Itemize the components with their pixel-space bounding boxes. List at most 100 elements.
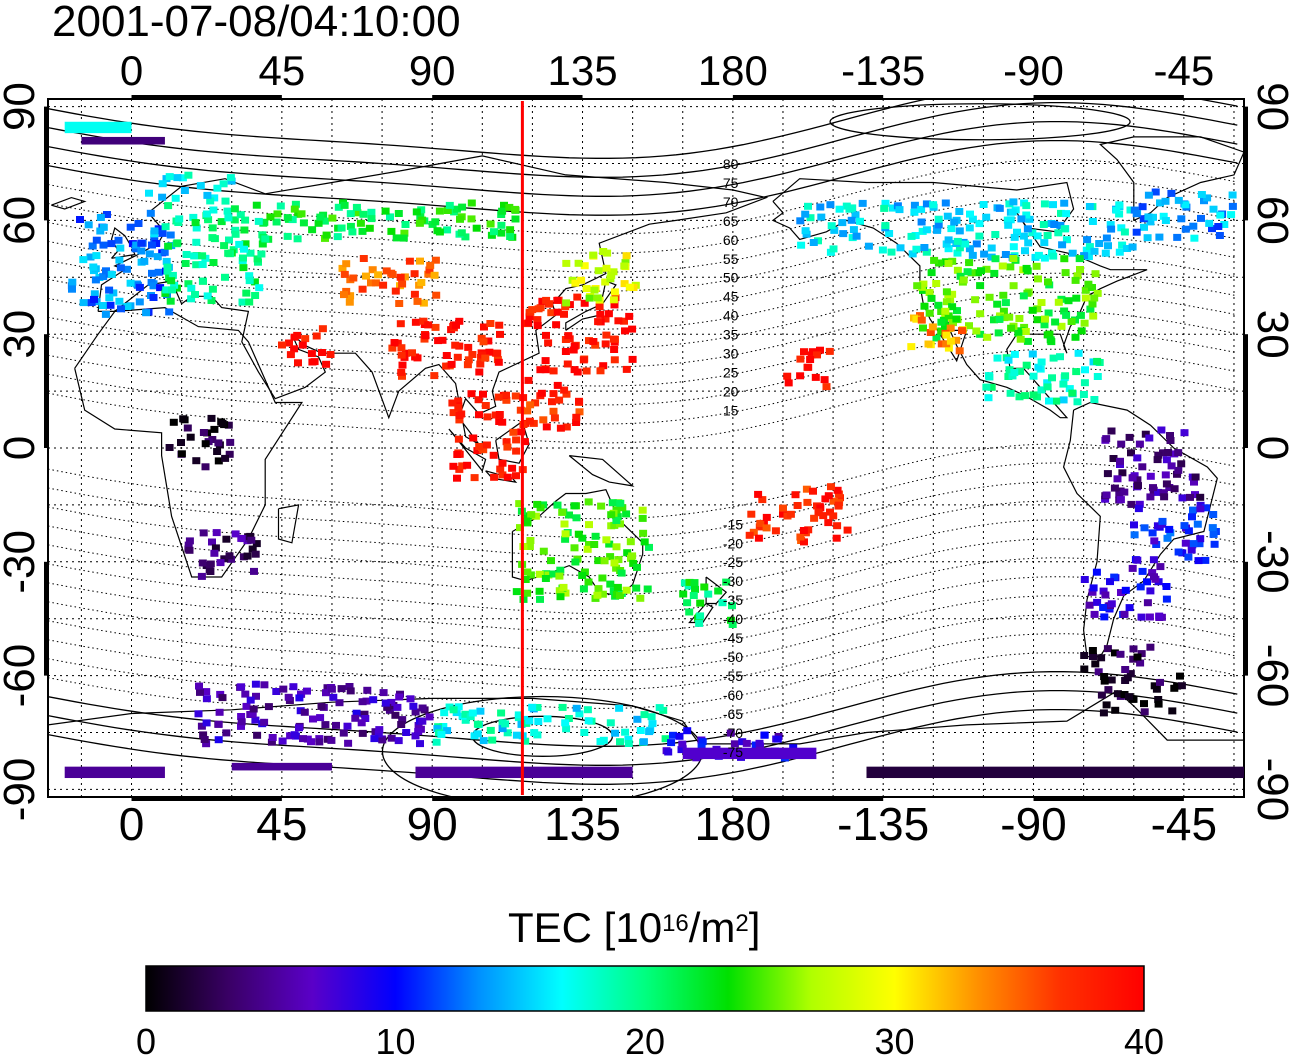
north-pole-contour <box>829 103 1131 141</box>
tec-point <box>201 440 210 448</box>
tec-point <box>225 236 233 244</box>
tec-point <box>202 719 211 727</box>
tec-point <box>843 526 852 534</box>
tec-point <box>965 259 974 267</box>
tec-point <box>1120 488 1129 496</box>
tec-point <box>1062 236 1071 244</box>
tec-point <box>549 407 558 415</box>
tec-point <box>390 339 399 346</box>
tec-band <box>415 766 633 779</box>
tec-point <box>476 707 485 715</box>
tec-point <box>387 227 396 235</box>
tec-point <box>190 252 199 260</box>
tec-point <box>294 359 302 367</box>
tec-point <box>525 417 534 425</box>
tec-point <box>454 703 463 711</box>
tec-point <box>1088 218 1097 225</box>
tec-point <box>814 237 822 245</box>
tec-point <box>486 726 495 734</box>
tec-point <box>636 727 645 734</box>
tec-point <box>942 331 951 339</box>
tec-point <box>561 348 570 355</box>
tec-point <box>198 261 207 268</box>
tec-point <box>1141 430 1150 438</box>
tec-point <box>475 368 484 376</box>
tec-point <box>1072 294 1081 302</box>
tec-point <box>612 517 621 524</box>
tec-point <box>747 510 756 518</box>
tec-point <box>625 283 634 291</box>
tec-point <box>571 279 580 287</box>
tec-point <box>536 595 544 603</box>
tec-point <box>356 219 365 227</box>
tec-point <box>406 695 415 703</box>
tec-point <box>101 310 110 318</box>
tec-point <box>804 363 813 371</box>
tec-point <box>596 310 605 318</box>
coastline <box>495 420 530 464</box>
tec-point <box>396 273 405 281</box>
tec-point <box>1013 228 1021 236</box>
tec-point <box>430 372 439 380</box>
tec-point <box>695 619 704 627</box>
tec-point <box>86 253 95 261</box>
tec-point <box>521 737 530 745</box>
tec-point <box>1133 653 1142 661</box>
tec-point <box>163 263 172 271</box>
tec-point <box>1181 201 1190 209</box>
tec-point <box>814 508 823 516</box>
tec-point <box>745 531 754 539</box>
tec-point <box>394 210 403 217</box>
tec-point <box>559 583 568 591</box>
tec-point <box>1189 222 1198 230</box>
tec-point <box>346 210 355 218</box>
tec-point <box>616 499 625 507</box>
frame-bar-top <box>732 95 884 100</box>
tec-point <box>633 563 641 571</box>
tec-point <box>991 231 1000 238</box>
tec-point <box>260 681 269 689</box>
tec-point <box>421 332 430 340</box>
latitude-label: 30 <box>0 310 44 359</box>
tec-point <box>1137 650 1146 658</box>
tec-point <box>1154 700 1163 708</box>
tec-point <box>952 336 961 344</box>
tec-point <box>563 360 572 368</box>
tec-point <box>1170 485 1179 493</box>
tec-point <box>562 725 571 733</box>
tec-point <box>394 737 403 745</box>
tec-point <box>1150 537 1159 545</box>
tec-point <box>562 390 571 398</box>
tec-point <box>833 522 842 530</box>
tec-point <box>512 731 521 739</box>
tec-point <box>431 323 440 331</box>
tec-point <box>1140 700 1148 708</box>
tec-point <box>218 420 227 427</box>
tec-point <box>453 474 461 482</box>
tec-point <box>224 421 233 429</box>
tec-point <box>137 247 146 255</box>
tec-point <box>308 226 317 234</box>
tec-point <box>192 224 201 232</box>
tec-point <box>696 599 705 607</box>
tec-point <box>1126 670 1135 678</box>
tec-point <box>907 343 916 351</box>
tec-point <box>252 540 261 548</box>
tec-point <box>975 232 984 240</box>
tec-point <box>327 736 336 744</box>
tec-point <box>458 462 467 470</box>
tec-point <box>953 249 962 257</box>
tec-point <box>237 713 246 720</box>
tec-point <box>221 197 230 205</box>
tec-point <box>572 413 581 421</box>
tec-point <box>1148 569 1157 577</box>
tec-point <box>561 535 570 543</box>
tec-point <box>410 290 419 298</box>
tec-point <box>919 324 927 332</box>
tec-point <box>359 210 368 218</box>
tec-point <box>182 251 191 258</box>
tec-band <box>64 766 165 779</box>
tec-point <box>99 273 108 281</box>
magnetic-latitude-label: 80 <box>723 156 739 172</box>
tec-point <box>268 734 277 741</box>
